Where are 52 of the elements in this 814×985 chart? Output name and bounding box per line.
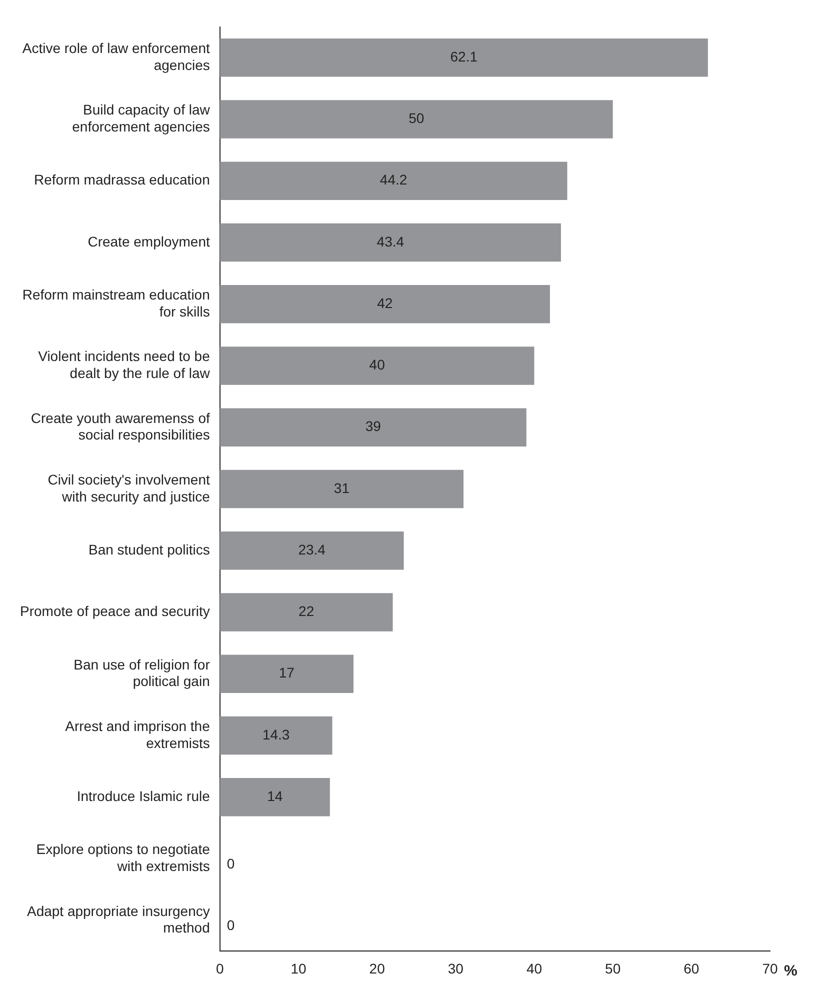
bar <box>220 38 708 77</box>
bar <box>220 162 568 200</box>
bar <box>220 593 393 632</box>
data-label: 14.3 <box>262 726 290 742</box>
bar <box>220 223 561 262</box>
bar <box>220 716 332 755</box>
y-tick-label: Adapt appropriate insurgency method <box>26 902 210 936</box>
x-tick-label: 50 <box>605 960 621 976</box>
y-tick-label: Civil society's involvement with security and justice <box>48 471 210 504</box>
y-tick-label: Ban use of religion for political gain <box>74 656 210 690</box>
data-label: 40 <box>369 356 386 373</box>
bar <box>220 654 354 693</box>
bar <box>220 346 534 385</box>
y-tick-label: Ban student politics <box>88 541 210 558</box>
y-tick-label: Reform madrassa education <box>34 172 210 188</box>
data-label: 14 <box>267 788 283 804</box>
y-tick-label: Violent incidents need to be dealt by the rule of law <box>38 348 211 382</box>
data-label: 44.2 <box>380 172 408 188</box>
y-tick-label: Arrest and imprison the extremists <box>65 718 210 751</box>
data-label: 0 <box>226 917 235 934</box>
data-label: 17 <box>278 664 295 681</box>
data-label: 23.4 <box>298 541 326 558</box>
data-label: 50 <box>408 110 424 126</box>
x-tick-label: 30 <box>448 960 464 976</box>
data-label: 31 <box>334 480 350 496</box>
x-tick-label: 10 <box>290 960 306 976</box>
bar <box>220 408 526 446</box>
y-tick-label: Create employment <box>88 233 210 250</box>
bar <box>220 100 613 138</box>
y-tick-label: Active role of law enforcement agencies <box>22 40 210 73</box>
y-tick-label: Build capacity of law enforcement agencies <box>72 102 211 134</box>
data-label: 0 <box>226 856 235 872</box>
y-tick-label: Promote of peace and security <box>20 603 210 620</box>
data-label: 62.1 <box>450 48 478 64</box>
y-tick-label: Introduce Islamic rule <box>76 788 210 804</box>
y-tick-label: Reform mainstream education for skills <box>22 286 210 320</box>
data-label: 43.4 <box>376 233 404 250</box>
data-label: 22 <box>298 603 314 620</box>
x-tick-label: 40 <box>526 960 542 976</box>
y-tick-label: Explore options to negotiate with extremists <box>36 841 210 874</box>
x-axis-title: % <box>784 962 798 980</box>
x-tick-label: 60 <box>684 960 700 976</box>
y-tick-label: Create youth awaremenss of social responsibilities <box>30 410 210 443</box>
bar <box>220 532 404 570</box>
data-label: 39 <box>365 418 382 434</box>
data-label: 42 <box>377 294 393 311</box>
x-tick-label: 70 <box>762 960 778 976</box>
bar <box>220 778 330 816</box>
x-tick-label: 20 <box>369 960 386 976</box>
x-tick-label: 0 <box>216 960 224 976</box>
bar <box>220 285 550 324</box>
bar <box>220 470 464 508</box>
